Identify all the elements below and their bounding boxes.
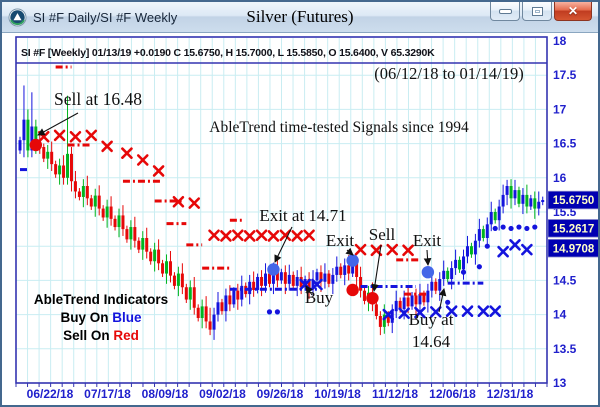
sell-signal-dot xyxy=(29,138,43,152)
close-button[interactable]: ✕ xyxy=(554,2,592,21)
legend-title: AbleTrend Indicators xyxy=(33,292,169,307)
x-axis-label: 06/22/18 xyxy=(27,387,74,401)
x-axis-label: 09/02/18 xyxy=(199,387,246,401)
chart-annotation: Buy at xyxy=(409,310,454,329)
y-axis-label: 14 xyxy=(553,308,567,322)
price-box-layer: 15.6750 15.2617 14.9708 xyxy=(547,190,598,258)
chart-annotation: Sell xyxy=(369,225,396,244)
maximize-icon xyxy=(531,6,543,16)
y-axis-label: 18 xyxy=(553,34,567,48)
x-axis-label: 09/26/18 xyxy=(257,387,304,401)
title-bar[interactable]: SI #F Daily/SI #F Weekly Silver (Futures… xyxy=(2,2,598,33)
price-box-label: 15.6750 xyxy=(553,195,595,207)
chart-annotation: AbleTrend time-tested Signals since 1994 xyxy=(209,119,469,136)
x-axis-label: 08/09/18 xyxy=(142,387,189,401)
y-axis-label: 13.5 xyxy=(553,342,577,356)
window-title: SI #F Daily/SI #F Weekly xyxy=(33,9,178,25)
y-axis-label: 16 xyxy=(553,171,567,185)
legend-buy-line: Buy On Blue xyxy=(60,310,142,325)
window-controls: ✕ xyxy=(490,2,592,21)
minimize-icon xyxy=(498,8,512,14)
close-icon: ✕ xyxy=(567,4,579,18)
price-box-label: 15.2617 xyxy=(553,223,595,235)
chart-annotation: Exit xyxy=(326,231,355,250)
chart-annotation: (06/12/18 to 01/14/19) xyxy=(374,64,523,83)
quote-line: SI #F [Weekly] 01/13/19 +0.0190 C 15.675… xyxy=(21,47,435,59)
price-box xyxy=(547,238,598,258)
y-axis-label: 13 xyxy=(553,376,567,390)
app-icon xyxy=(8,8,27,27)
sell-signal-dot xyxy=(366,291,379,305)
signals-layer xyxy=(20,65,538,321)
price-box xyxy=(547,219,598,238)
y-axis-label: 17.5 xyxy=(553,68,577,82)
x-axis-label: 12/06/18 xyxy=(429,387,476,401)
x-axis-label: 10/19/18 xyxy=(314,387,361,401)
price-box xyxy=(547,190,598,210)
exit-signal-dot xyxy=(346,254,359,267)
chart-annotation: 14.64 xyxy=(412,332,451,351)
price-chart: SI #F [Weekly] 01/13/19 +0.0190 C 15.675… xyxy=(15,34,598,401)
y-axis-label: 17 xyxy=(553,102,567,116)
x-axis-label: 07/17/18 xyxy=(84,387,131,401)
candles-layer xyxy=(18,85,545,340)
y-axis-label: 16.5 xyxy=(553,137,577,151)
chart-area: SI #F [Weekly] 01/13/19 +0.0190 C 15.675… xyxy=(2,33,598,405)
legend: AbleTrend Indicators Buy On Blue Sell On… xyxy=(18,291,184,345)
chart-annotation: Exit xyxy=(413,231,442,250)
exit-signal-dot xyxy=(267,263,280,276)
legend-sell-line: Sell On Red xyxy=(63,328,139,343)
chart-annotation: Sell at 16.48 xyxy=(54,89,142,109)
x-axis-label: 12/31/18 xyxy=(487,387,534,401)
exit-signal-dot xyxy=(421,265,435,279)
maximize-button[interactable] xyxy=(522,2,552,21)
annotations-layer: Sell at 16.48 (06/12/18 to 01/14/19) AbleT… xyxy=(37,64,524,351)
sell-signal-dot xyxy=(346,283,359,297)
price-box-label: 14.9708 xyxy=(553,243,595,255)
axis-layer: 1817.51716.51615.51514.51413.51306/22/18… xyxy=(15,34,577,401)
x-axis-label: 11/12/18 xyxy=(372,387,418,401)
minimize-button[interactable] xyxy=(490,2,520,21)
chart-annotation: Exit at 14.71 xyxy=(259,206,346,225)
y-axis-label: 14.5 xyxy=(553,273,577,287)
